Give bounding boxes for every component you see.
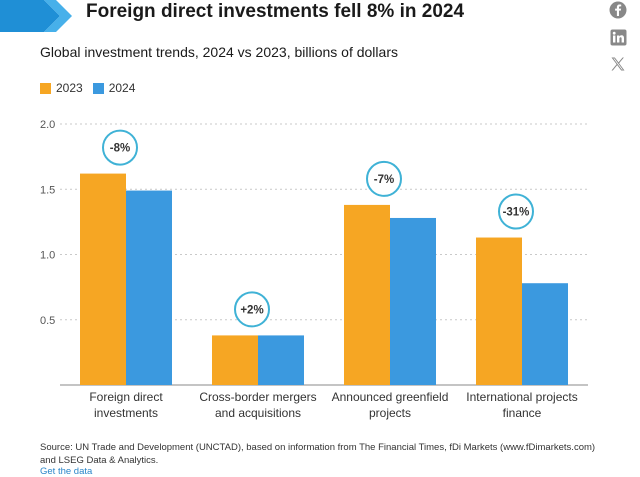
change-badge (234, 291, 270, 328)
legend-swatch-2023 (40, 82, 51, 94)
legend-swatch-2024 (92, 82, 104, 94)
linkedin-icon[interactable] (608, 27, 628, 47)
x-icon[interactable] (608, 54, 628, 74)
x-tick-label: finance (503, 406, 542, 420)
source-note: Source: UN Trade and Development (UNCTAD… (40, 442, 596, 466)
page-title: Foreign direct investments fell 8% in 20… (86, 1, 465, 22)
legend: 2023 2024 (40, 81, 135, 95)
x-tick-label: Cross-border mergers (199, 390, 316, 404)
bar-2023-3 (476, 237, 522, 385)
bar-2024-1 (258, 335, 304, 385)
change-label: -31% (503, 207, 530, 219)
x-tick-label: Announced greenfield (332, 390, 449, 404)
chart-subtitle: Global investment trends, 2024 vs 2023, … (40, 44, 398, 60)
bar-2023-1 (212, 335, 258, 385)
bar-2023-0 (80, 173, 126, 385)
y-tick-label: 1.5 (40, 184, 55, 196)
legend-item-2023: 2023 (40, 81, 83, 95)
legend-label-2023: 2023 (56, 81, 83, 95)
x-tick-label: International projects (466, 390, 577, 404)
bar-2023-2 (344, 204, 390, 385)
legend-item-2024: 2024 (92, 81, 136, 95)
x-tick-label: Foreign direct (89, 390, 163, 404)
x-tick-label: and acquisitions (215, 406, 301, 420)
header: Foreign direct investments fell 8% in 20… (0, 0, 640, 71)
social-share-bar (608, 0, 630, 81)
change-label: -7% (374, 174, 394, 186)
change-badge (102, 129, 138, 166)
y-tick-label: 1.0 (40, 250, 55, 262)
change-badge (498, 193, 534, 230)
y-tick-label: 0.5 (40, 315, 55, 327)
bar-2024-0 (126, 190, 172, 385)
bar-2024-3 (522, 283, 568, 385)
x-tick-label: investments (94, 406, 158, 420)
change-label: +2% (240, 304, 263, 316)
legend-label-2024: 2024 (108, 81, 136, 95)
bar-2024-2 (390, 217, 436, 385)
bar-chart: 2.0 1.5 1.0 0.5 -8% Foreign direct investments… (40, 119, 588, 420)
x-tick-label: projects (369, 406, 411, 420)
change-badge (366, 160, 402, 197)
change-label: -8% (110, 143, 130, 155)
chevron-logo-icon (0, 0, 72, 32)
y-tick-label: 2.0 (40, 119, 55, 131)
facebook-icon[interactable] (608, 0, 628, 20)
